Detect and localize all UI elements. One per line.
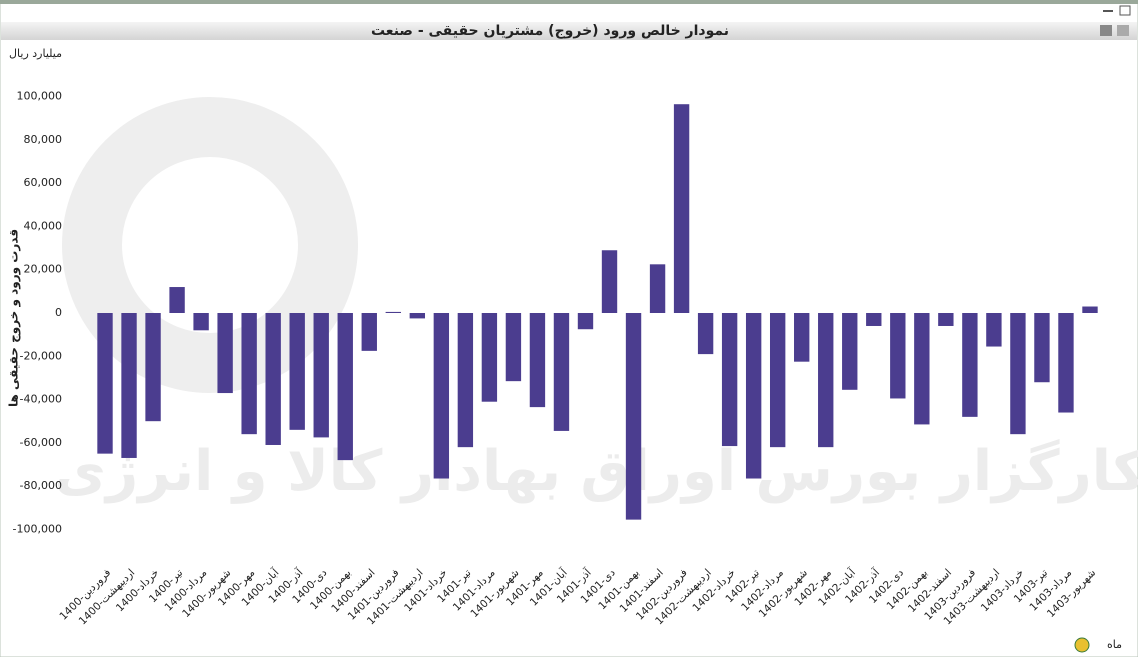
bar xyxy=(121,313,137,458)
bar xyxy=(361,313,377,351)
y-tick-label: -60,000 xyxy=(20,436,62,449)
bar xyxy=(1010,313,1026,435)
bar xyxy=(769,313,786,448)
bar xyxy=(818,313,834,448)
y-tick-label: 40,000 xyxy=(24,219,63,232)
bar xyxy=(553,313,570,431)
y-tick-label: -20,000 xyxy=(20,349,62,362)
print-button[interactable] xyxy=(1100,25,1112,36)
bar xyxy=(745,313,762,479)
bar xyxy=(505,313,522,382)
bar xyxy=(673,104,690,313)
bar xyxy=(1082,306,1098,313)
bar xyxy=(97,313,113,454)
bar xyxy=(649,264,666,313)
bar xyxy=(145,313,161,422)
y-tick-label: 0 xyxy=(55,306,62,319)
bar xyxy=(914,313,930,425)
bar xyxy=(193,313,209,331)
y-axis-label: قدرت ورود و خروج حقیقی ها xyxy=(7,229,22,407)
bar xyxy=(457,313,474,448)
export-button[interactable] xyxy=(1117,25,1129,36)
window-top xyxy=(0,0,1138,4)
bar xyxy=(625,313,642,520)
bar xyxy=(986,313,1002,347)
bar xyxy=(433,313,450,479)
y-tick-label: 100,000 xyxy=(17,90,63,103)
y-tick-label: -80,000 xyxy=(20,479,62,492)
bar xyxy=(265,313,281,445)
watermark-text: کارگزار بورس اوراق بهادار کالا و انرژی xyxy=(55,439,1138,504)
bar xyxy=(938,313,954,326)
minimize-button[interactable] xyxy=(1103,10,1113,12)
watermark-logo xyxy=(62,97,358,393)
y-tick-label: 20,000 xyxy=(24,263,63,276)
bar xyxy=(217,313,233,394)
refresh-icon[interactable] xyxy=(1074,637,1090,653)
bar xyxy=(481,313,498,402)
bar xyxy=(962,313,978,417)
bar xyxy=(409,313,426,319)
bar xyxy=(313,313,329,438)
title-bar xyxy=(1,22,1137,40)
y-tick-label: 80,000 xyxy=(24,133,63,146)
bar xyxy=(529,313,546,408)
bar xyxy=(890,313,906,399)
bar xyxy=(577,313,594,330)
chart-title: نمودار خالص ورود (خروج) مشتریان حقیقی - … xyxy=(371,23,729,39)
bar xyxy=(385,311,401,313)
maximize-button[interactable] xyxy=(1119,5,1131,16)
bar xyxy=(289,313,305,430)
bar xyxy=(169,287,185,313)
bar xyxy=(721,313,738,447)
y-tick-label: -100,000 xyxy=(13,522,62,535)
bar xyxy=(697,313,714,355)
unit-label: میلیارد ریال xyxy=(9,47,62,60)
bar xyxy=(337,313,353,461)
bar xyxy=(794,313,810,362)
y-tick-label: 60,000 xyxy=(24,176,63,189)
bar xyxy=(601,250,618,313)
bar xyxy=(241,313,257,435)
bar xyxy=(1034,313,1050,383)
y-tick-label: -40,000 xyxy=(20,393,62,406)
x-axis-label: ماه xyxy=(1107,638,1122,651)
bar xyxy=(842,313,858,390)
bar xyxy=(1058,313,1074,413)
bar xyxy=(866,313,882,326)
